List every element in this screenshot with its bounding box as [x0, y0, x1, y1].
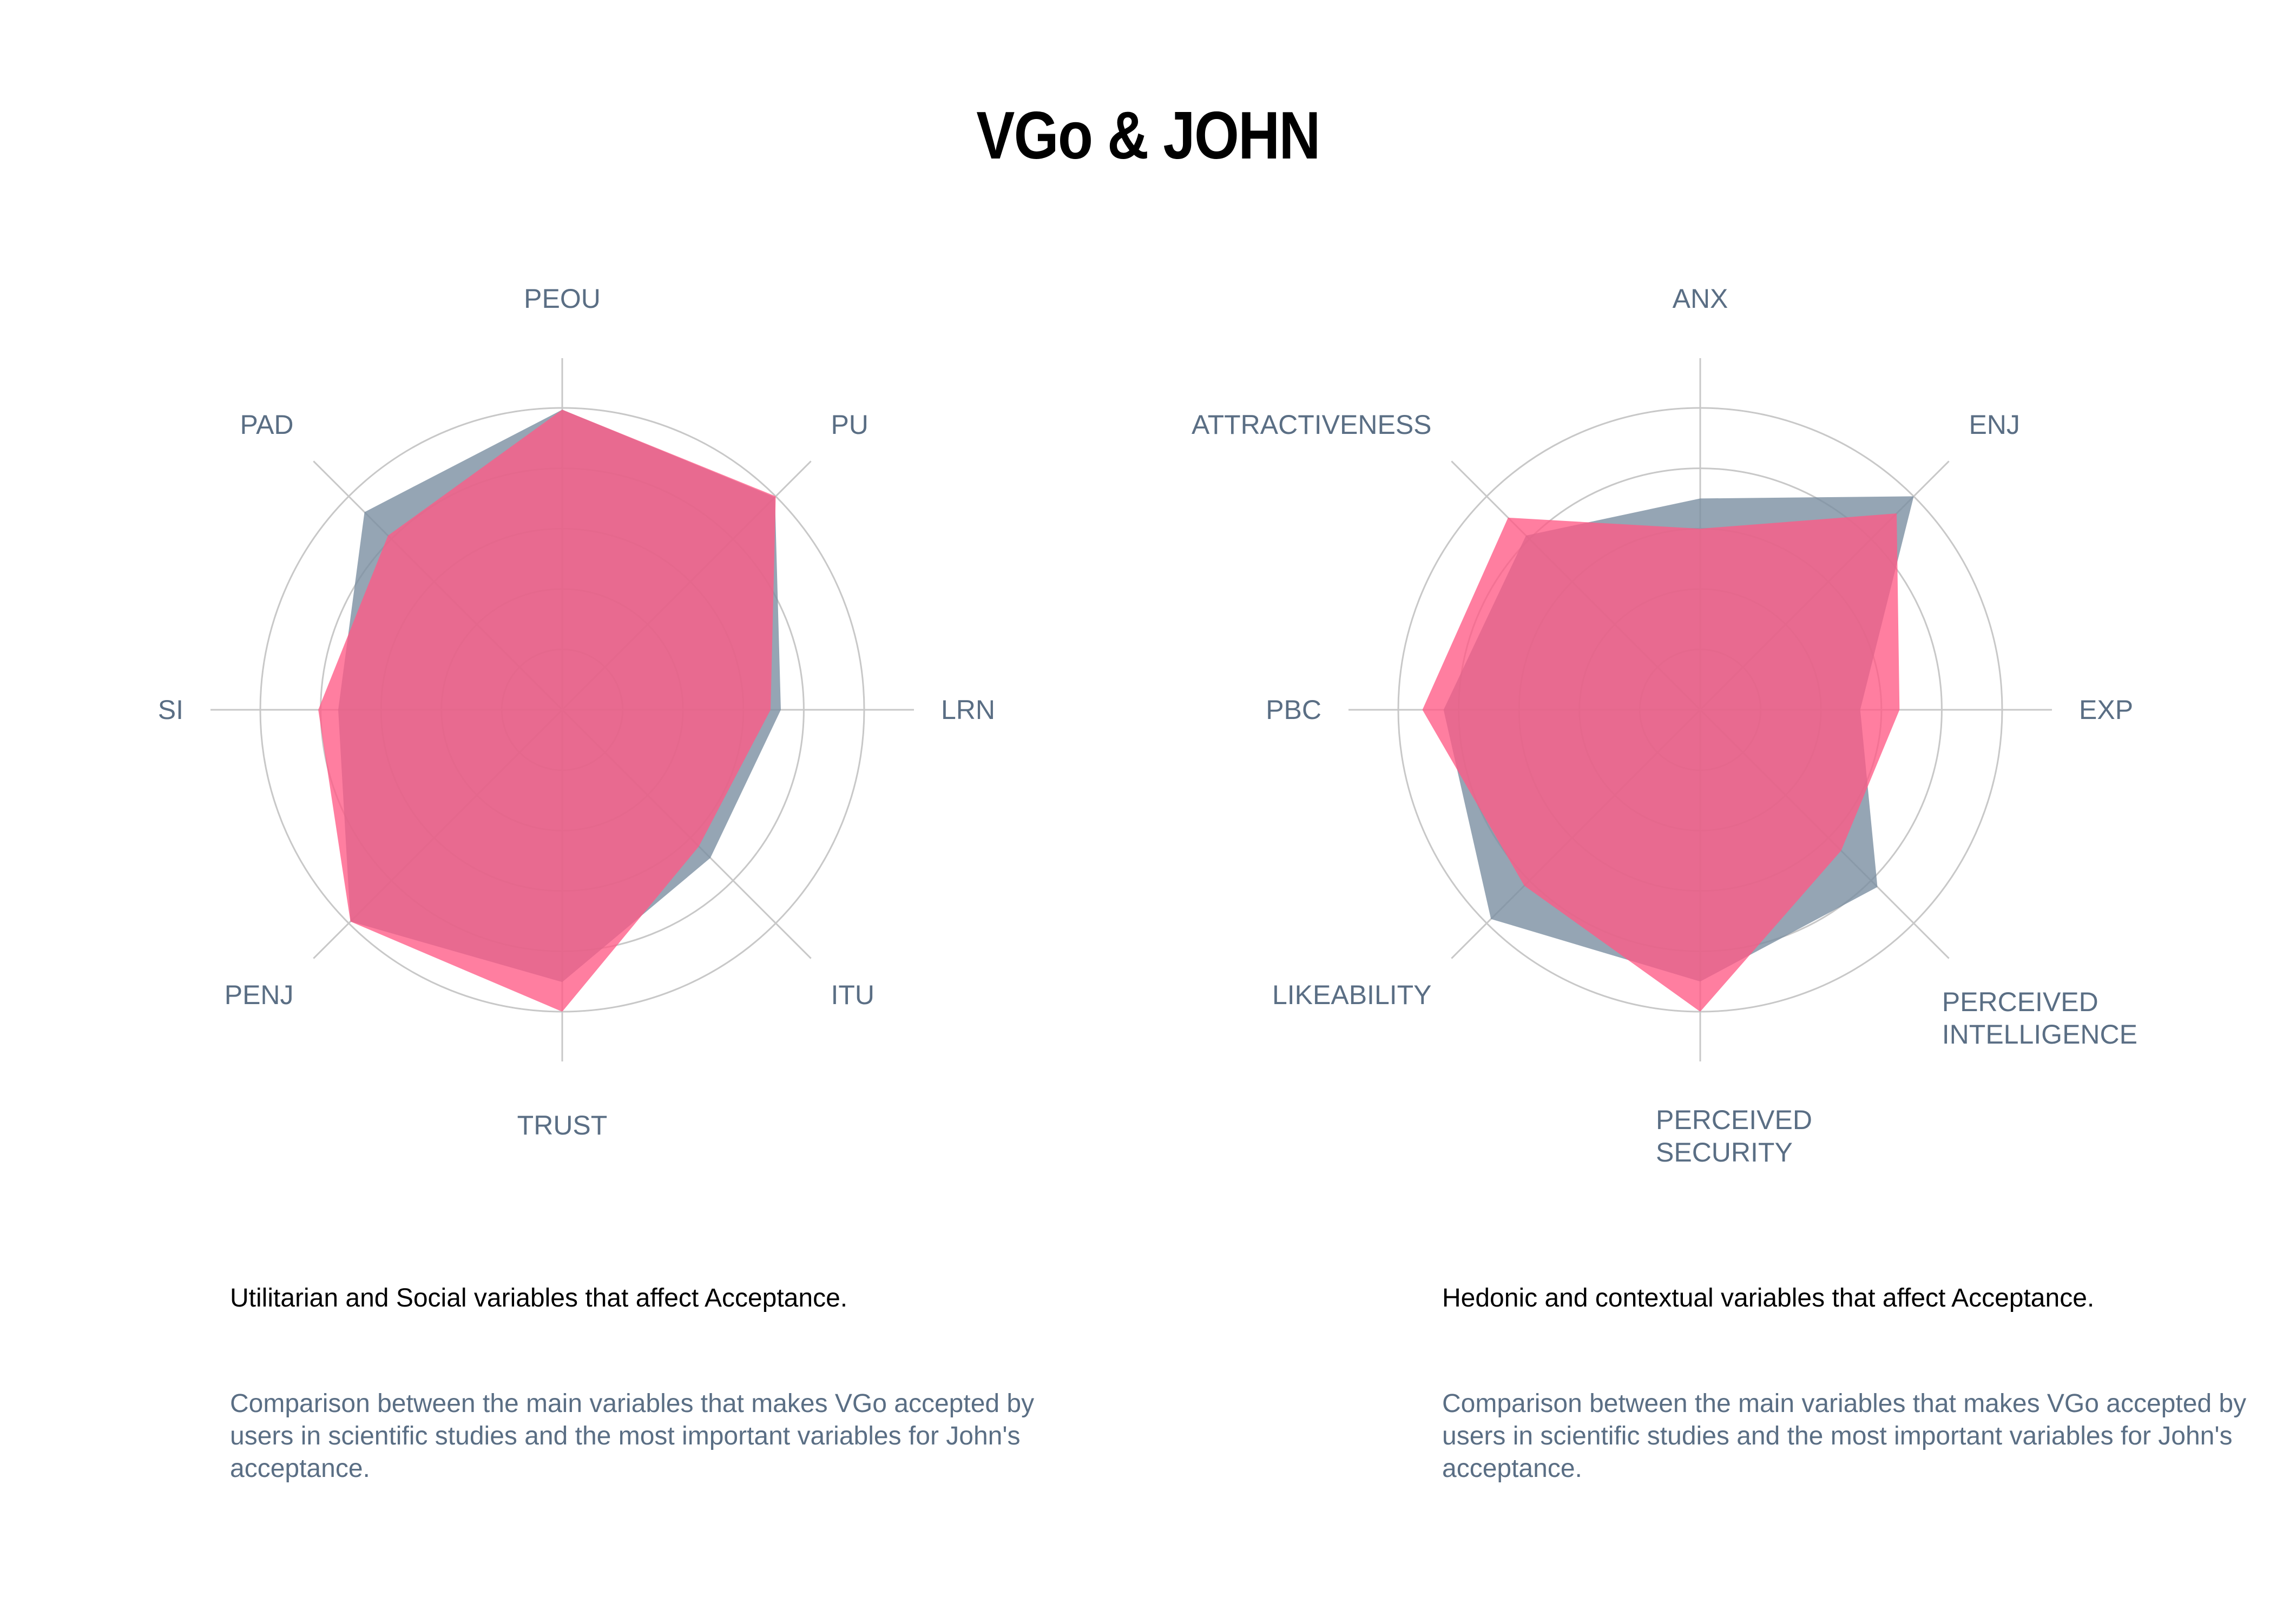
axis-label-lrn: LRN	[941, 695, 995, 725]
radar-chart-1: PEOU PU LRN ITU TRUST PENJ SI PAD	[158, 283, 995, 1140]
axis-label-attractiveness: ATTRACTIVENESS	[1192, 410, 1432, 440]
axis-label-penj: PENJ	[225, 980, 294, 1010]
axis-label-perceived-security: PERCEIVED SECURITY	[1656, 1105, 1812, 1167]
series-john-area	[318, 410, 776, 1012]
axis-label-pu: PU	[831, 410, 868, 440]
series-john-area	[1422, 513, 1900, 1012]
radar-chart-2: ANX ENJ EXP PERCEIVED INTELLIGENCE PERCEIVED S…	[1192, 283, 2137, 1167]
chart-1-caption-description: Comparison between the main variables th…	[230, 1389, 1035, 1483]
axis-label-itu: ITU	[831, 980, 874, 1010]
axis-label-peou: PEOU	[524, 283, 601, 314]
axis-label-trust: TRUST	[517, 1110, 608, 1140]
page-title: VGo & JOHN	[976, 98, 1320, 173]
chart-2-caption-description: Comparison between the main variables th…	[1442, 1389, 2247, 1483]
chart-2-caption-title: Hedonic and contextual variables that af…	[1442, 1284, 2095, 1312]
axis-label-exp: EXP	[2079, 695, 2133, 725]
axis-label-si: SI	[158, 695, 183, 725]
axis-label-perceived-intelligence: PERCEIVED INTELLIGENCE	[1942, 987, 2137, 1050]
axis-label-anx: ANX	[1673, 283, 1728, 314]
axis-label-pad: PAD	[240, 410, 293, 440]
axis-label-likeability: LIKEABILITY	[1272, 980, 1432, 1010]
axis-label-pbc: PBC	[1266, 695, 1321, 725]
chart-1-caption-title: Utilitarian and Social variables that af…	[230, 1284, 848, 1312]
axis-label-enj: ENJ	[1969, 410, 2019, 440]
